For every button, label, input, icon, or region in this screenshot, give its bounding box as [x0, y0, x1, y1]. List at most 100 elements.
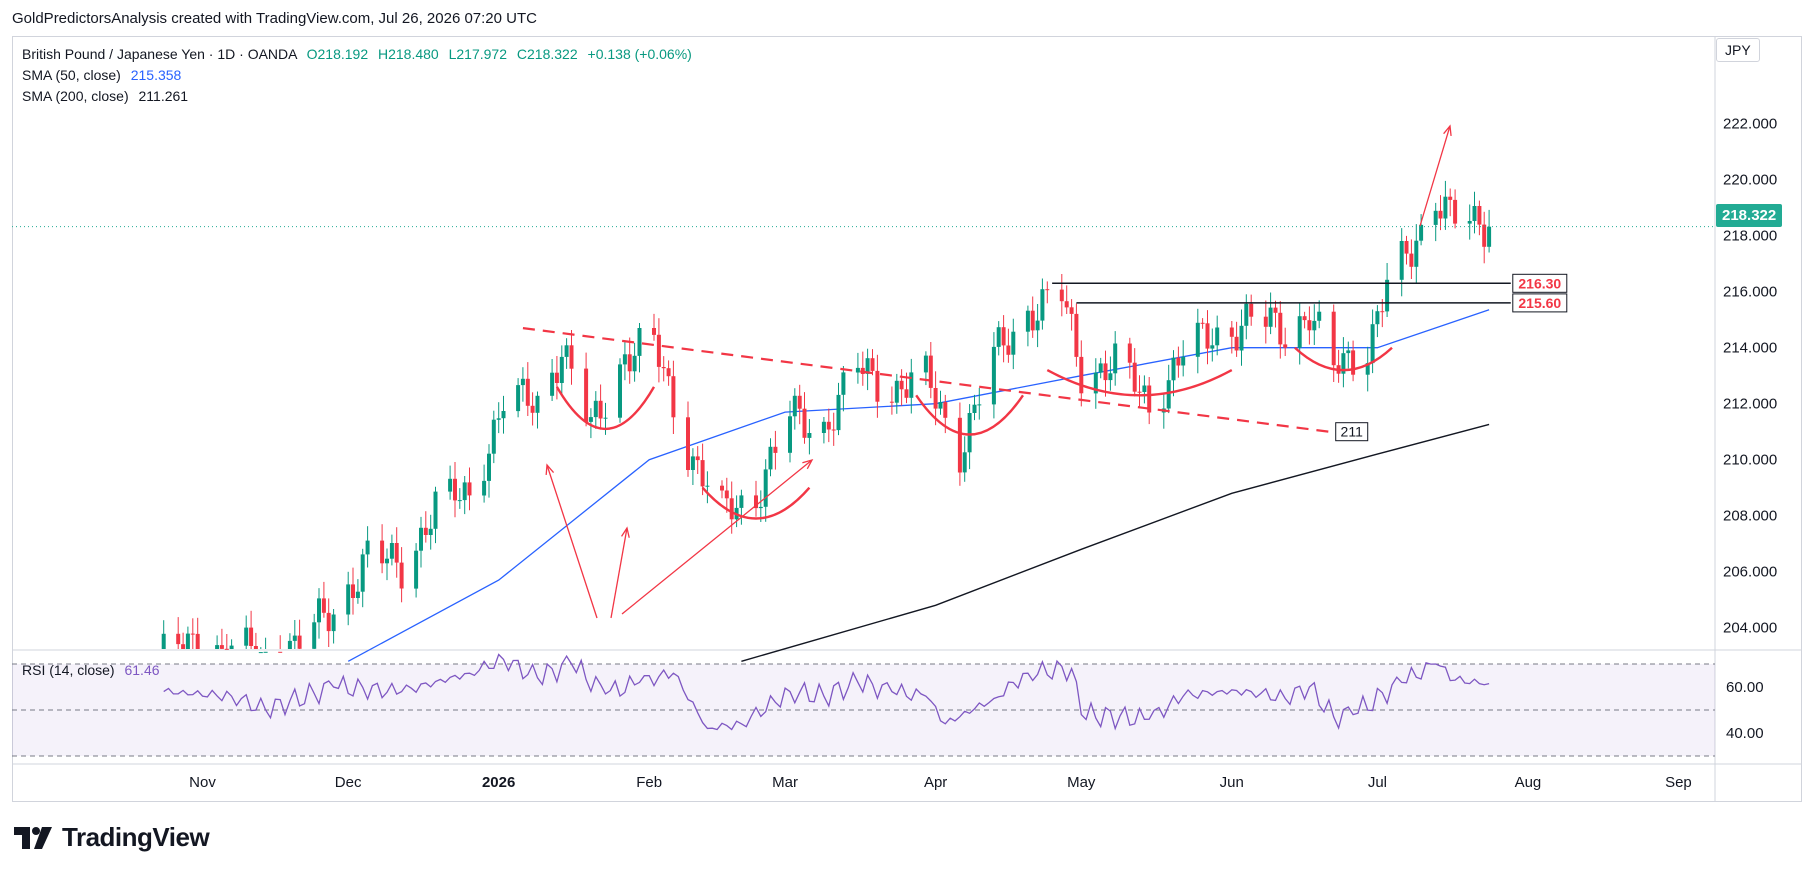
sma50-group	[347, 309, 1490, 662]
candle-body	[1438, 210, 1443, 219]
candle-body	[875, 370, 880, 402]
candle-body	[496, 418, 501, 420]
candle-body	[1307, 320, 1312, 331]
legend-main-row: British Pound / Japanese Yen · 1D · OAND…	[22, 44, 692, 65]
x-tick-label: Dec	[335, 774, 362, 791]
candle-body	[1443, 196, 1448, 219]
candle-body	[181, 644, 186, 649]
y-tick-label: 206.000	[1723, 564, 1777, 581]
sma200-label: SMA (200, close)	[22, 88, 129, 104]
chart-frame	[12, 36, 1802, 802]
candle-body	[229, 645, 234, 649]
candle-body	[1093, 372, 1098, 394]
y-tick-label: 216.000	[1723, 284, 1777, 301]
candle-body	[1166, 380, 1171, 409]
candle-body	[826, 421, 831, 430]
x-tick-label: Feb	[636, 774, 662, 791]
candle-body	[618, 364, 622, 418]
candle-body	[1244, 303, 1249, 326]
x-tick-label: Apr	[924, 774, 947, 791]
candle-body	[821, 421, 826, 433]
y-tick-label: 204.000	[1723, 620, 1777, 637]
cup-arc	[555, 386, 656, 430]
legend-sma200-row[interactable]: SMA (200, close) 211.261	[22, 86, 692, 107]
candle-body	[1472, 206, 1477, 221]
level-label: 215.60	[1518, 295, 1561, 311]
candle-body	[598, 400, 603, 419]
y-tick-label: 208.000	[1723, 508, 1777, 525]
candle-body	[1147, 385, 1152, 413]
change-value: +0.138 (+0.06%)	[587, 46, 692, 62]
annotation-arrowhead	[1443, 124, 1452, 137]
candle-body	[419, 527, 423, 551]
sma50-line	[347, 309, 1490, 662]
currency-badge[interactable]: JPY	[1716, 38, 1760, 62]
y-tick-label: 214.000	[1723, 340, 1777, 357]
candle-body	[754, 495, 758, 509]
candle-body	[501, 411, 506, 419]
candle-body	[457, 500, 462, 502]
candle-body	[889, 401, 894, 403]
candle-body	[588, 417, 593, 422]
candle-body	[933, 388, 938, 409]
candle-body	[569, 345, 574, 369]
candle-body	[724, 490, 729, 499]
candle-body	[423, 527, 428, 535]
candle-body	[972, 404, 977, 413]
candle-body	[656, 334, 661, 367]
candle-body	[516, 385, 521, 412]
candle-body	[482, 480, 487, 496]
candle-body	[622, 354, 627, 365]
candle-body	[399, 562, 404, 589]
legend-sma50-row[interactable]: SMA (50, close) 215.358	[22, 65, 692, 86]
y-tick-label: 220.000	[1723, 172, 1777, 189]
candle-body	[195, 633, 200, 649]
candle-body	[923, 355, 928, 373]
chart-caption: GoldPredictorsAnalysis created with Trad…	[12, 10, 537, 27]
candle-body	[1069, 307, 1074, 314]
candle-body	[773, 446, 778, 453]
candle-body	[530, 405, 535, 413]
candle-body	[1268, 307, 1273, 327]
candle-body	[690, 456, 695, 470]
candle-body	[491, 419, 496, 454]
candle-body	[385, 558, 389, 564]
candle-body	[695, 456, 700, 461]
candle-body	[1040, 289, 1045, 321]
candle-body	[1137, 391, 1142, 393]
trendline-label: 211	[1341, 424, 1364, 440]
candle-body	[559, 356, 564, 383]
candle-body	[1103, 363, 1108, 381]
candle-body	[686, 417, 690, 470]
candle-body	[185, 633, 190, 649]
candle-body	[870, 358, 875, 371]
annotation-arrowhead	[545, 463, 555, 476]
candle-body	[652, 328, 656, 335]
candle-body	[317, 598, 321, 623]
candle-body	[1312, 320, 1317, 331]
candle-body	[278, 651, 283, 653]
candle-body	[550, 372, 555, 396]
candle-body	[1477, 206, 1482, 225]
candle-body	[1375, 311, 1380, 325]
candle-body	[661, 367, 666, 369]
candle-body	[831, 429, 836, 431]
candle-body	[758, 506, 763, 509]
trendline-dashed	[522, 327, 1330, 433]
candle-body	[297, 635, 302, 649]
candle-body	[807, 433, 812, 438]
candle-body	[1399, 241, 1404, 280]
annotation-arrowhead	[802, 458, 814, 470]
candle-body	[448, 478, 453, 492]
tradingview-logo-icon	[14, 826, 52, 849]
rsi-legend[interactable]: RSI (14, close) 61.46	[22, 662, 160, 678]
candle-body	[1176, 357, 1181, 366]
candle-body	[1385, 279, 1390, 312]
tradingview-logo[interactable]: TradingView	[14, 822, 210, 853]
candle-body	[1200, 322, 1205, 324]
candle-body	[1433, 210, 1438, 225]
candle-body	[1278, 312, 1283, 345]
annotation-arrow	[1419, 125, 1451, 227]
candle-body	[321, 598, 326, 613]
